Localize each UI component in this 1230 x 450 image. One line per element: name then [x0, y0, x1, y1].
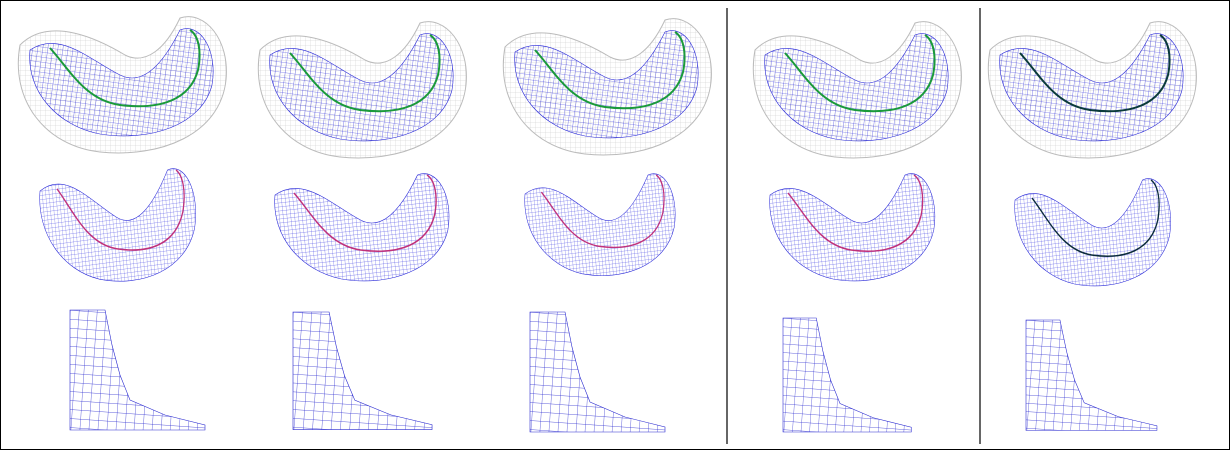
- mesh-view: [503, 19, 711, 155]
- mesh-closeup: [293, 312, 432, 430]
- mesh-view: [275, 174, 449, 281]
- mesh-view: [18, 17, 226, 153]
- mesh-view: [40, 169, 196, 282]
- mesh-view: [1015, 179, 1171, 286]
- mesh-view: [770, 174, 935, 281]
- page: [0, 0, 1230, 450]
- middle-row: [40, 169, 1171, 286]
- mesh-view: [753, 22, 961, 158]
- figure: [0, 0, 1230, 450]
- mesh-view: [988, 22, 1196, 158]
- mesh-view: [525, 174, 675, 276]
- bottom-row: [70, 310, 1157, 432]
- mesh-closeup: [783, 318, 911, 432]
- mesh-closeup: [530, 312, 665, 432]
- mesh-closeup: [70, 310, 205, 430]
- mesh-closeup: [1026, 320, 1157, 430]
- top-row: [18, 17, 1196, 158]
- mesh-view: [258, 22, 466, 158]
